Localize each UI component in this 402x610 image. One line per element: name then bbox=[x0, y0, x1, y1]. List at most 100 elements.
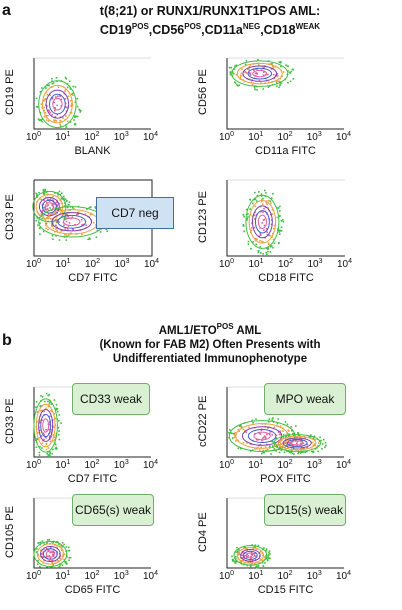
event-dot bbox=[52, 559, 54, 562]
event-dot bbox=[262, 253, 264, 255]
event-dot bbox=[262, 451, 265, 454]
event-dot bbox=[40, 435, 43, 437]
event-dot bbox=[36, 217, 39, 219]
event-dot bbox=[65, 239, 68, 241]
event-dot bbox=[271, 440, 274, 443]
event-dot bbox=[237, 84, 239, 87]
event-dot bbox=[234, 82, 237, 84]
event-dot bbox=[280, 446, 283, 449]
event-dot bbox=[39, 429, 41, 432]
event-dot bbox=[246, 549, 248, 552]
event-dot bbox=[279, 205, 281, 208]
callout-box: MPO weak bbox=[264, 383, 346, 415]
event-dot bbox=[38, 542, 40, 544]
event-dot bbox=[272, 246, 274, 249]
event-dot bbox=[60, 422, 62, 424]
event-dot bbox=[42, 432, 45, 434]
x-tick-label: 101 bbox=[249, 258, 264, 270]
event-dot bbox=[262, 211, 264, 213]
event-dot bbox=[246, 217, 249, 220]
event-dot bbox=[254, 544, 257, 546]
event-dot bbox=[263, 229, 265, 231]
event-dot bbox=[54, 192, 56, 194]
event-dot bbox=[45, 220, 47, 223]
tick-exponent: 2 bbox=[288, 459, 293, 466]
event-dot bbox=[270, 202, 272, 205]
event-dot bbox=[287, 70, 289, 72]
event-dot bbox=[232, 432, 235, 435]
event-dot bbox=[59, 208, 62, 210]
event-dot bbox=[60, 545, 62, 547]
event-dot bbox=[52, 541, 54, 544]
event-dot bbox=[55, 201, 58, 204]
event-dot bbox=[276, 444, 279, 446]
event-dot bbox=[59, 557, 61, 559]
tick-base: 10 bbox=[248, 132, 260, 143]
event-dot bbox=[41, 210, 44, 212]
event-dot bbox=[249, 73, 251, 75]
panel-b-title-sup: POS bbox=[216, 322, 234, 331]
event-dot bbox=[64, 198, 67, 201]
event-dot bbox=[228, 432, 230, 434]
tick-exponent: 3 bbox=[124, 131, 129, 138]
event-dot bbox=[287, 439, 289, 442]
event-dot bbox=[255, 243, 258, 246]
panel-b-title: AML1/ETOPOS AML (Known for FAB M2) Often… bbox=[20, 320, 400, 366]
event-dot bbox=[256, 89, 258, 91]
event-dot bbox=[252, 449, 254, 451]
event-dot bbox=[262, 436, 265, 439]
tick-exponent: 2 bbox=[95, 570, 100, 577]
event-dot bbox=[279, 230, 282, 232]
event-dot bbox=[95, 236, 98, 238]
event-dot bbox=[267, 207, 269, 209]
event-dot bbox=[64, 205, 66, 207]
event-dot bbox=[51, 77, 53, 80]
event-dot bbox=[297, 451, 300, 453]
x-tick-labels: 100 101 102 103 104 bbox=[26, 258, 159, 272]
tick-base: 10 bbox=[55, 571, 67, 582]
event-dot bbox=[240, 425, 243, 428]
event-dot bbox=[261, 561, 264, 564]
event-dot bbox=[105, 228, 108, 231]
tick-base: 10 bbox=[336, 460, 348, 471]
event-dot bbox=[35, 551, 38, 553]
event-dot bbox=[295, 442, 298, 444]
event-dot bbox=[35, 97, 38, 100]
event-dot bbox=[62, 211, 64, 213]
event-dot bbox=[272, 238, 275, 241]
density-contour bbox=[40, 545, 61, 563]
event-dot bbox=[295, 439, 297, 441]
event-dot bbox=[278, 86, 280, 89]
event-dot bbox=[51, 452, 53, 455]
y-axis-label: CD33 PE bbox=[4, 397, 16, 444]
event-dot bbox=[269, 235, 272, 237]
event-dot bbox=[45, 547, 48, 550]
event-dot bbox=[263, 71, 265, 73]
event-dot bbox=[58, 552, 61, 555]
tick-exponent: 0 bbox=[37, 258, 42, 265]
event-dot bbox=[41, 447, 43, 449]
event-dot bbox=[247, 213, 249, 215]
event-dot bbox=[49, 440, 52, 443]
event-dot bbox=[51, 98, 54, 100]
x-tick-label: 104 bbox=[143, 570, 158, 582]
tick-exponent: 4 bbox=[347, 570, 352, 577]
event-dot bbox=[59, 123, 61, 125]
density-contour bbox=[240, 549, 261, 562]
event-dot bbox=[242, 213, 245, 216]
event-dot bbox=[248, 66, 251, 68]
event-dot bbox=[249, 208, 251, 210]
tick-base: 10 bbox=[113, 460, 125, 471]
event-dot bbox=[276, 207, 278, 209]
tick-exponent: 3 bbox=[317, 459, 322, 466]
event-dot bbox=[47, 120, 50, 122]
event-dot bbox=[290, 449, 293, 452]
event-dot bbox=[54, 417, 57, 420]
tick-exponent: 3 bbox=[124, 570, 129, 577]
density-contour bbox=[236, 547, 265, 564]
event-dot bbox=[45, 222, 48, 225]
event-dot bbox=[286, 423, 289, 426]
event-dot bbox=[80, 109, 82, 112]
event-dot bbox=[263, 435, 266, 437]
event-dot bbox=[260, 211, 262, 213]
